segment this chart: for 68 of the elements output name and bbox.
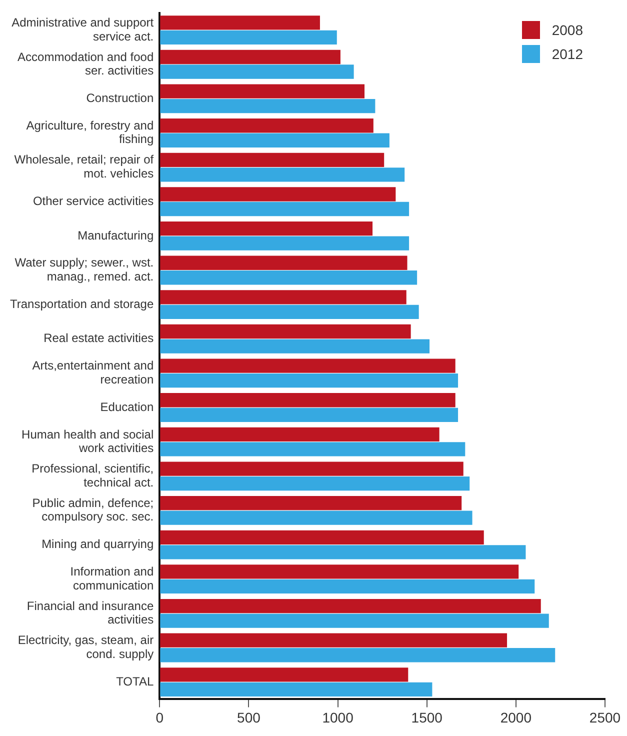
bar: [160, 270, 418, 285]
bar: [160, 598, 541, 614]
bar: [160, 682, 432, 697]
y-tick-label: Water supply; sewer., wst. manag., remed. act.: [14, 256, 154, 284]
y-tick-label: Construction: [86, 91, 154, 105]
bar: [160, 579, 535, 594]
bar: [160, 30, 337, 45]
bar: [160, 614, 549, 628]
bar: [160, 374, 458, 388]
bar: [160, 221, 373, 236]
bar: [160, 339, 430, 354]
bar: [160, 545, 526, 560]
bar: [160, 16, 320, 30]
bar: [160, 50, 340, 64]
y-tick-label: Other service activities: [32, 194, 154, 208]
legend-label: 2008: [552, 22, 583, 38]
bar: [160, 462, 464, 476]
x-tick-label: 2500: [589, 709, 621, 726]
bar: [160, 442, 466, 456]
bar: [160, 496, 462, 510]
bar: [160, 202, 410, 216]
y-tick-label: Public admin, defence; compulsory soc. sec.: [32, 496, 154, 524]
bar: [160, 648, 556, 662]
bar: [160, 290, 406, 304]
legend-label: 2012: [552, 46, 583, 62]
y-tick-label: Real estate activities: [44, 331, 154, 346]
y-tick-label: Agriculture, forestry and fishing: [26, 118, 154, 146]
bar: [160, 358, 456, 373]
y-tick-label: Mining and quarrying: [42, 537, 154, 552]
bar: [160, 324, 411, 339]
y-tick-label: Transportation and storage: [10, 296, 154, 311]
bar: [160, 427, 440, 442]
bar: [160, 187, 396, 202]
x-tick-label: 2000: [500, 709, 532, 726]
bar: [160, 304, 419, 320]
bar: [160, 118, 374, 133]
bar: [160, 64, 354, 79]
y-tick-label: Manufacturing: [78, 228, 154, 242]
bar: [160, 564, 519, 579]
y-tick-label: TOTAL: [116, 674, 154, 688]
y-tick-label: Administrative and support service act.: [12, 15, 154, 44]
bar: [160, 633, 508, 648]
bar: [160, 510, 472, 525]
bar: [160, 236, 410, 250]
x-tick-label: 1500: [411, 709, 443, 726]
bar: [160, 668, 408, 682]
x-tick-label: 500: [237, 709, 261, 726]
y-tick-label: Education: [100, 400, 154, 414]
y-tick-label: Arts,entertainment and recreation: [32, 358, 154, 386]
bar: [160, 530, 484, 544]
x-tick-label: 0: [156, 709, 164, 726]
y-tick-label: Human health and social work activities: [22, 427, 154, 456]
bar: [160, 133, 390, 148]
y-tick-label: Information and communication: [70, 564, 154, 592]
bar: [160, 408, 458, 422]
y-tick-label: Accommodation and food ser. activities: [18, 50, 154, 78]
bar: [160, 168, 405, 182]
bar: [160, 152, 384, 168]
y-tick-label: Financial and insurance activities: [26, 598, 154, 627]
x-tick-label: 1000: [322, 709, 354, 726]
bar: [160, 84, 365, 98]
bar: [160, 476, 470, 491]
y-tick-label: Professional, scientific, technical act.: [32, 462, 154, 490]
bar: [160, 98, 376, 114]
bar: [160, 393, 456, 408]
y-tick-label: Wholesale, retail; repair of mot. vehicles: [14, 152, 154, 181]
bar: [160, 256, 408, 270]
y-tick-label: Electricity, gas, steam, air cond. supply: [18, 633, 154, 661]
